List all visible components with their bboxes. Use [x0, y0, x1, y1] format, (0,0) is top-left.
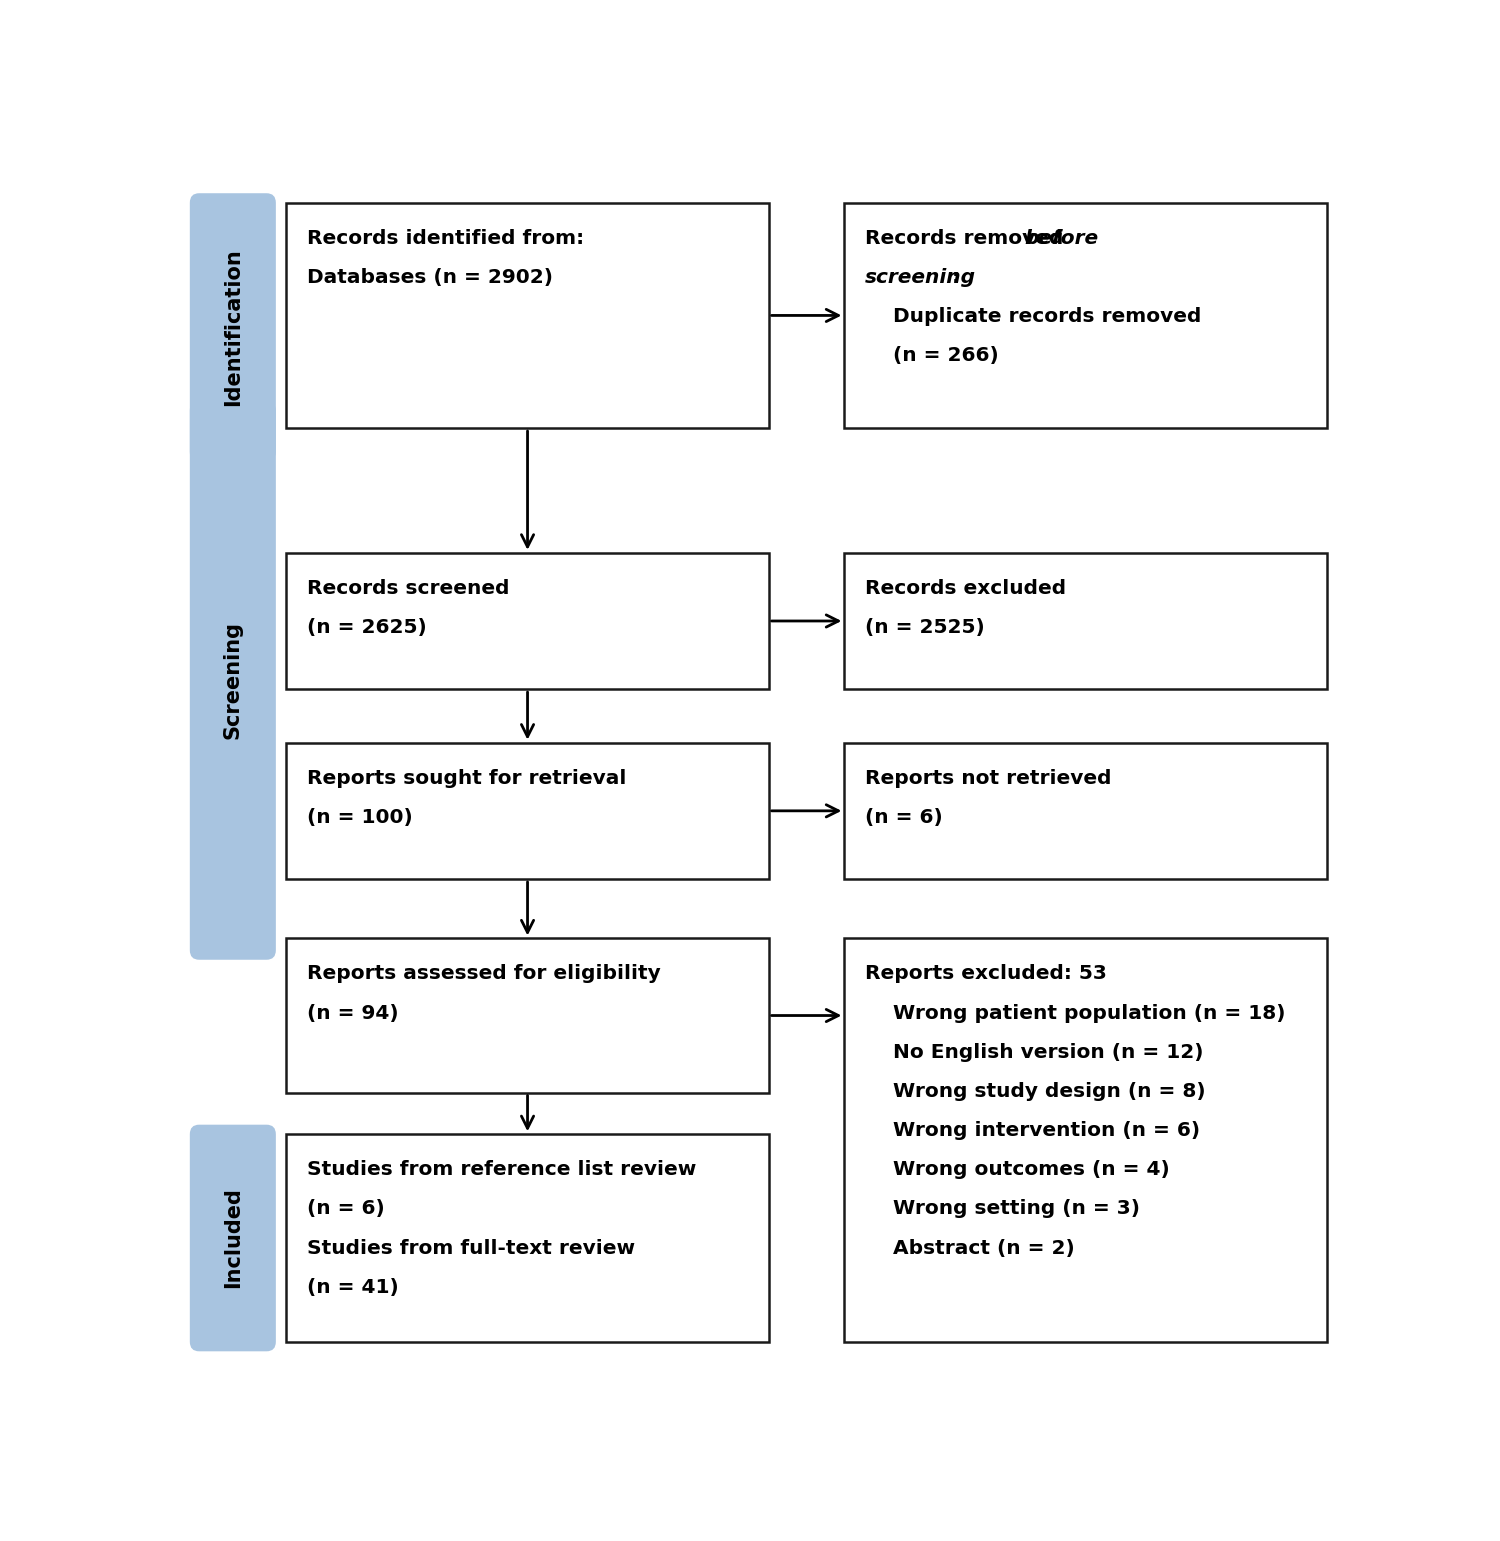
Bar — [286, 743, 768, 878]
Text: Wrong setting (n = 3): Wrong setting (n = 3) — [865, 1199, 1140, 1219]
Text: (n = 6): (n = 6) — [865, 807, 944, 828]
Text: before: before — [1024, 228, 1098, 248]
Bar — [286, 203, 768, 428]
Text: (n = 94): (n = 94) — [308, 1003, 399, 1023]
Text: Included: Included — [224, 1188, 243, 1288]
Text: (n = 2625): (n = 2625) — [308, 618, 428, 636]
Text: Reports sought for retrieval: Reports sought for retrieval — [308, 769, 627, 787]
Bar — [286, 938, 768, 1093]
Text: Abstract (n = 2): Abstract (n = 2) — [865, 1239, 1076, 1257]
FancyBboxPatch shape — [190, 193, 276, 461]
Text: Records excluded: Records excluded — [865, 579, 1066, 598]
FancyBboxPatch shape — [190, 401, 276, 960]
Text: Reports not retrieved: Reports not retrieved — [865, 769, 1112, 787]
Text: Reports excluded: 53: Reports excluded: 53 — [865, 965, 1107, 983]
Text: (n = 266): (n = 266) — [865, 347, 999, 365]
Text: Wrong patient population (n = 18): Wrong patient population (n = 18) — [865, 1003, 1286, 1023]
Text: (n = 41): (n = 41) — [308, 1277, 399, 1296]
Bar — [286, 1134, 768, 1342]
Text: Records screened: Records screened — [308, 579, 510, 598]
Text: Records removed: Records removed — [865, 228, 1071, 248]
Text: :: : — [951, 268, 960, 287]
Bar — [844, 743, 1326, 878]
Text: (n = 100): (n = 100) — [308, 807, 413, 828]
Bar — [844, 203, 1326, 428]
Bar — [286, 553, 768, 689]
Text: Studies from reference list review: Studies from reference list review — [308, 1160, 696, 1179]
Text: No English version (n = 12): No English version (n = 12) — [865, 1043, 1203, 1062]
Text: Wrong intervention (n = 6): Wrong intervention (n = 6) — [865, 1122, 1200, 1140]
Text: Identification: Identification — [224, 248, 243, 407]
Text: Reports assessed for eligibility: Reports assessed for eligibility — [308, 965, 662, 983]
Text: Duplicate records removed: Duplicate records removed — [865, 307, 1202, 327]
Text: Wrong outcomes (n = 4): Wrong outcomes (n = 4) — [865, 1160, 1170, 1179]
Text: screening: screening — [865, 268, 976, 287]
Text: Wrong study design (n = 8): Wrong study design (n = 8) — [865, 1082, 1206, 1100]
FancyBboxPatch shape — [190, 1125, 276, 1351]
Bar — [844, 938, 1326, 1342]
Text: Databases (n = 2902): Databases (n = 2902) — [308, 268, 554, 287]
Text: Screening: Screening — [224, 621, 243, 740]
Text: (n = 2525): (n = 2525) — [865, 618, 986, 636]
Bar — [844, 553, 1326, 689]
Text: (n = 6): (n = 6) — [308, 1199, 386, 1219]
Text: Studies from full-text review: Studies from full-text review — [308, 1239, 636, 1257]
Text: Records identified from:: Records identified from: — [308, 228, 585, 248]
